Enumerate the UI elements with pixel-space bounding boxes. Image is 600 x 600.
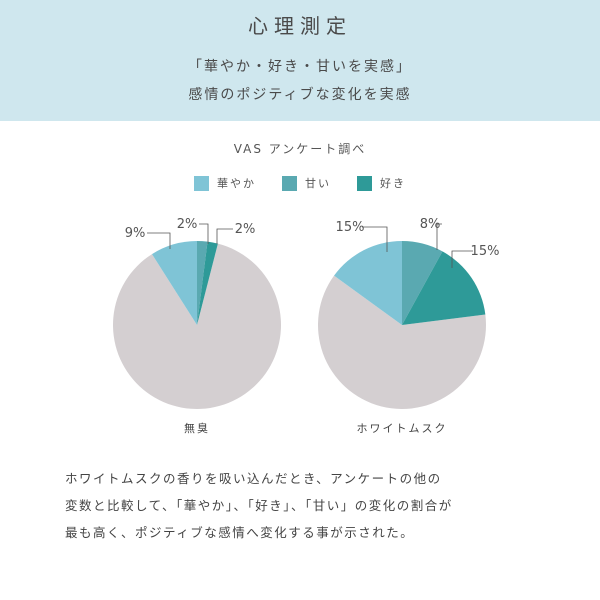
pie-0-leader-0 bbox=[147, 232, 171, 249]
legend-swatch-amai bbox=[282, 175, 297, 191]
pie-0-label-1: 2% bbox=[177, 217, 198, 232]
pie-0-label-0: 9% bbox=[125, 226, 146, 241]
subtitle-line-2: 感情のポジティブな変化を実感 bbox=[188, 87, 412, 103]
description-line-2: 変数と比較して、「華やか」、「好き」、「甘い」の変化の割合が bbox=[65, 498, 453, 513]
pie-1-leader-0 bbox=[362, 226, 388, 252]
pie-0-slice-0 bbox=[151, 241, 197, 325]
legend-label-amai: 甘い bbox=[305, 177, 331, 190]
pie-1-leader-2 bbox=[451, 250, 473, 268]
header-banner: 心理測定 「華やか・好き・甘いを実感」 感情のポジティブな変化を実感 bbox=[0, 0, 600, 121]
pie-0-leader-2 bbox=[216, 228, 233, 244]
chart-legend: 華やか 甘い 好き bbox=[0, 175, 600, 191]
pie-1-leader-1 bbox=[436, 223, 442, 250]
legend-label-hanayaka: 華やか bbox=[217, 177, 256, 190]
pie-1-slice-1 bbox=[402, 241, 443, 325]
pie-1-slice-2 bbox=[402, 251, 486, 325]
pie-0-name: 無臭 bbox=[184, 421, 210, 435]
pie-1-label-0: 15% bbox=[336, 220, 365, 235]
legend-swatch-suki bbox=[357, 175, 372, 191]
legend-swatch-hanayaka bbox=[194, 175, 209, 191]
page-title: 心理測定 bbox=[248, 14, 352, 38]
legend-item-suki: 好き bbox=[357, 175, 406, 191]
pie-0-label-2: 2% bbox=[235, 222, 256, 237]
subtitle-line-1: 「華やか・好き・甘いを実感」 bbox=[188, 59, 412, 75]
pie-1-slice-rest bbox=[317, 275, 486, 410]
pie-1-name: ホワイトムスク bbox=[357, 422, 448, 435]
legend-item-hanayaka: 華やか bbox=[194, 175, 256, 191]
description-text: ホワイトムスクの香りを吸い込んだとき、アンケートの他の 変数と比較して、「華やか… bbox=[65, 465, 545, 546]
pie-0-leader-1 bbox=[199, 223, 209, 244]
description-line-1: ホワイトムスクの香りを吸い込んだとき、アンケートの他の bbox=[65, 471, 442, 486]
legend-label-suki: 好き bbox=[380, 177, 406, 190]
chart-title: VAS アンケート調べ bbox=[233, 142, 367, 156]
pie-1-label-2: 15% bbox=[471, 244, 500, 259]
pie-1-label-1: 8% bbox=[420, 217, 441, 232]
legend-item-amai: 甘い bbox=[282, 175, 331, 191]
pie-1-slice-0 bbox=[334, 241, 402, 325]
pie-0-slice-2 bbox=[197, 241, 218, 325]
pie-0-slice-1 bbox=[197, 241, 208, 325]
pie-0-slice-rest bbox=[113, 243, 282, 410]
description-line-3: 最も高く、ポジティブな感情へ変化する事が示された。 bbox=[65, 525, 415, 540]
